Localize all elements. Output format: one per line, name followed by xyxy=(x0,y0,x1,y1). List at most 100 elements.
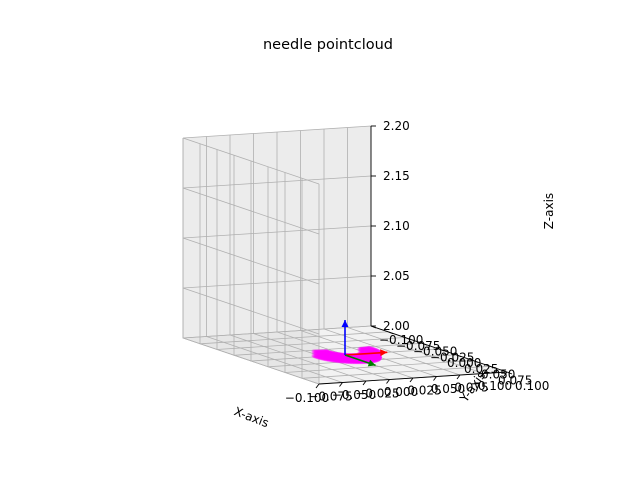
needle-point xyxy=(328,355,333,361)
needle-point xyxy=(317,350,323,355)
needle-point xyxy=(337,354,342,359)
needle-point xyxy=(333,356,338,362)
needle-point xyxy=(354,359,359,365)
needle-point xyxy=(340,352,345,357)
needle-point xyxy=(362,348,367,354)
needle-point xyxy=(363,347,369,352)
needle-point xyxy=(331,352,336,357)
needle-point xyxy=(333,357,338,362)
needle-point xyxy=(352,359,357,365)
needle-point xyxy=(313,350,318,355)
needle-point xyxy=(317,353,323,358)
needle-point xyxy=(338,352,343,357)
needle-point xyxy=(376,353,381,358)
needle-point xyxy=(331,357,336,363)
needle-point xyxy=(338,356,344,362)
needle-point xyxy=(323,353,329,359)
needle-point xyxy=(328,354,333,359)
needle-point xyxy=(362,347,367,352)
needle-point xyxy=(366,354,372,360)
needle-point xyxy=(340,358,346,363)
frame-arrows xyxy=(341,320,388,367)
needle-point xyxy=(323,349,328,355)
needle-point xyxy=(360,354,365,360)
needle-point xyxy=(376,354,382,359)
needle-point xyxy=(372,356,377,361)
needle-point xyxy=(367,353,373,359)
needle-point xyxy=(331,352,336,358)
x-tick xyxy=(456,374,461,380)
needle-point xyxy=(370,354,375,360)
z-tick-label: 2.10 xyxy=(383,219,410,233)
grid-line-z xyxy=(182,125,372,185)
needle-point xyxy=(367,349,372,354)
needle-point xyxy=(324,353,329,358)
needle-point xyxy=(340,359,345,364)
needle-point xyxy=(368,347,373,352)
needle-point xyxy=(350,359,355,364)
needle-point xyxy=(324,351,329,356)
needle-point xyxy=(360,347,365,353)
needle-point xyxy=(336,353,341,358)
needle-point xyxy=(351,358,356,363)
needle-point xyxy=(325,353,330,358)
needle-point xyxy=(362,355,367,360)
needle-point xyxy=(364,348,369,354)
needle-point xyxy=(371,356,376,362)
needle-point xyxy=(314,354,319,359)
needle-point xyxy=(317,354,322,359)
needle-point xyxy=(322,355,328,361)
needle-point xyxy=(335,357,340,362)
needle-point xyxy=(325,356,330,361)
needle-point xyxy=(324,351,329,357)
needle-point xyxy=(373,354,378,359)
needle-point xyxy=(344,357,349,362)
needle-point xyxy=(372,353,377,359)
x-tick-label: −0.050 xyxy=(332,388,376,402)
needle-point xyxy=(367,356,372,361)
needle-point xyxy=(366,354,371,359)
needle-point xyxy=(367,345,372,351)
needle-point xyxy=(313,349,318,354)
needle-point xyxy=(325,353,330,359)
x-tick-label: 0.025 xyxy=(407,384,441,398)
needle-point xyxy=(366,348,371,353)
needle-point xyxy=(343,356,348,362)
needle-point xyxy=(331,356,336,361)
needle-point xyxy=(363,348,369,353)
needle-point xyxy=(334,354,339,359)
needle-point xyxy=(365,355,370,360)
needle-point xyxy=(365,346,371,352)
needle-point xyxy=(316,355,321,360)
needle-point xyxy=(327,356,333,362)
needle-point xyxy=(372,354,377,359)
y-tick-label: −0.025 xyxy=(430,350,474,364)
needle-point xyxy=(367,348,372,353)
needle-point xyxy=(365,357,371,362)
needle-point xyxy=(365,353,370,358)
needle-point xyxy=(318,355,323,360)
needle-point xyxy=(317,349,323,354)
needle-point xyxy=(340,358,345,363)
needle-point xyxy=(366,356,372,361)
needle-point xyxy=(322,350,327,355)
needle-point xyxy=(327,353,332,358)
needle-point xyxy=(336,356,341,361)
needle-point xyxy=(321,353,327,358)
needle-point xyxy=(327,354,332,359)
needle-point xyxy=(363,346,368,352)
needle-point xyxy=(320,351,325,356)
needle-point xyxy=(328,353,333,359)
needle-point xyxy=(325,354,330,359)
needle-point xyxy=(338,355,343,360)
needle-point xyxy=(328,352,334,357)
tick-marks xyxy=(315,125,513,389)
needle-point xyxy=(323,349,329,355)
needle-point xyxy=(368,354,373,359)
needle-point xyxy=(332,355,337,360)
needle-point xyxy=(327,351,332,356)
needle-point xyxy=(342,358,347,363)
needle-point xyxy=(329,353,334,358)
needle-point xyxy=(368,355,373,360)
needle-point xyxy=(360,354,365,359)
